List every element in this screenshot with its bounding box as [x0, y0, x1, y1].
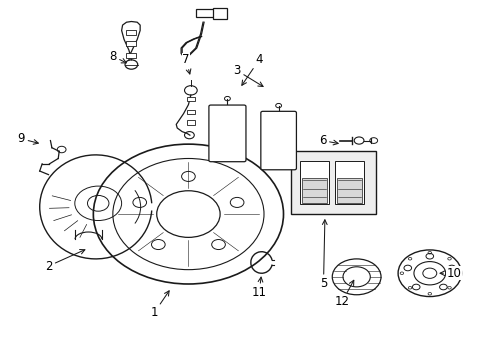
Bar — [336, 178, 361, 203]
Bar — [212, 8, 227, 19]
Text: 11: 11 — [251, 277, 266, 300]
Text: 1: 1 — [150, 291, 169, 319]
Text: 5: 5 — [319, 220, 326, 291]
Text: 8: 8 — [109, 50, 126, 63]
Text: 6: 6 — [318, 134, 338, 147]
Bar — [299, 161, 328, 204]
Text: 10: 10 — [439, 267, 461, 280]
Text: 12: 12 — [334, 280, 353, 309]
Bar — [126, 53, 136, 58]
Text: 2: 2 — [44, 249, 85, 273]
Bar — [290, 151, 375, 214]
Text: 3: 3 — [233, 64, 263, 86]
Bar — [195, 9, 224, 17]
FancyBboxPatch shape — [260, 111, 296, 170]
Bar — [126, 30, 136, 35]
Text: 7: 7 — [182, 53, 190, 74]
Bar — [334, 161, 363, 204]
Bar — [186, 97, 194, 102]
Text: 4: 4 — [242, 53, 263, 85]
Text: 9: 9 — [18, 132, 38, 145]
Bar — [126, 41, 136, 45]
Bar — [301, 178, 326, 203]
Bar — [186, 110, 194, 114]
Bar — [186, 121, 194, 125]
FancyBboxPatch shape — [208, 105, 245, 162]
